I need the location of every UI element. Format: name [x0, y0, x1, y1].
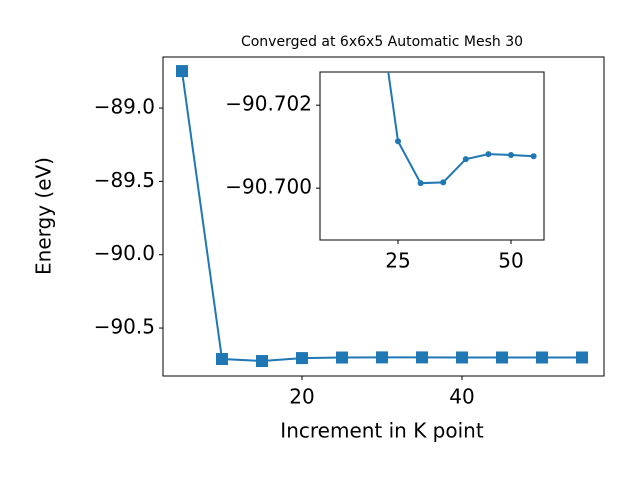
y-tick-label: −90.0 — [94, 241, 155, 265]
marker — [417, 180, 424, 187]
plot-area — [319, 71, 545, 241]
x-tick-label: 40 — [449, 385, 474, 409]
marker — [376, 351, 388, 364]
y-tick-label: −90.5 — [94, 315, 155, 339]
marker — [440, 179, 447, 186]
marker — [530, 153, 537, 160]
x-tick-label: 50 — [498, 249, 523, 273]
y-tick-label: −90.700 — [225, 175, 312, 199]
marker — [456, 351, 468, 364]
marker — [176, 65, 188, 78]
y-axis-label: Energy (eV) — [32, 157, 56, 275]
marker — [395, 138, 402, 145]
marker — [462, 156, 469, 163]
line — [387, 72, 534, 185]
marker — [576, 351, 588, 364]
marker — [485, 151, 492, 158]
marker — [336, 351, 348, 364]
marker — [416, 351, 428, 364]
x-tick-label: 25 — [385, 249, 410, 273]
marker — [536, 351, 548, 364]
y-tick-label: −89.5 — [94, 168, 155, 192]
series — [176, 65, 588, 368]
y-tick-label: −89.0 — [94, 95, 155, 119]
marker — [296, 352, 308, 365]
series — [387, 72, 537, 187]
x-axis-label: Increment in K point — [280, 419, 484, 443]
marker — [256, 355, 268, 368]
marker — [508, 151, 515, 158]
y-tick-label: −90.702 — [225, 92, 312, 116]
marker — [216, 352, 228, 365]
marker — [496, 351, 508, 364]
x-tick-label: 20 — [289, 385, 314, 409]
chart-title: Converged at 6x6x5 Automatic Mesh 30 — [241, 34, 523, 50]
